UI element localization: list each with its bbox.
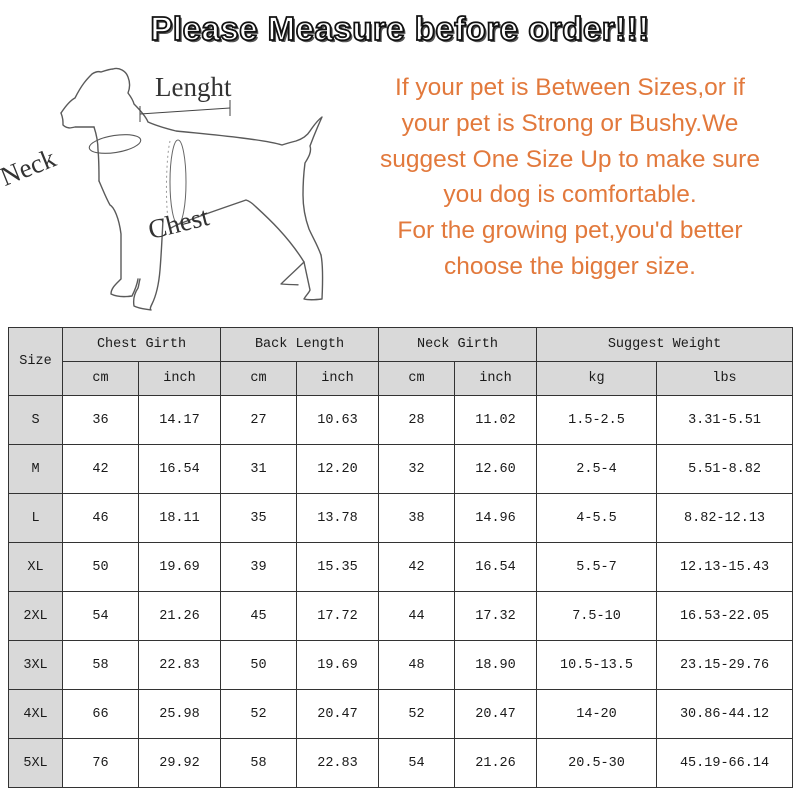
svg-text:Lenght: Lenght: [155, 72, 232, 102]
svg-text:Chest: Chest: [145, 201, 212, 245]
svg-text:Neck: Neck: [0, 142, 60, 191]
